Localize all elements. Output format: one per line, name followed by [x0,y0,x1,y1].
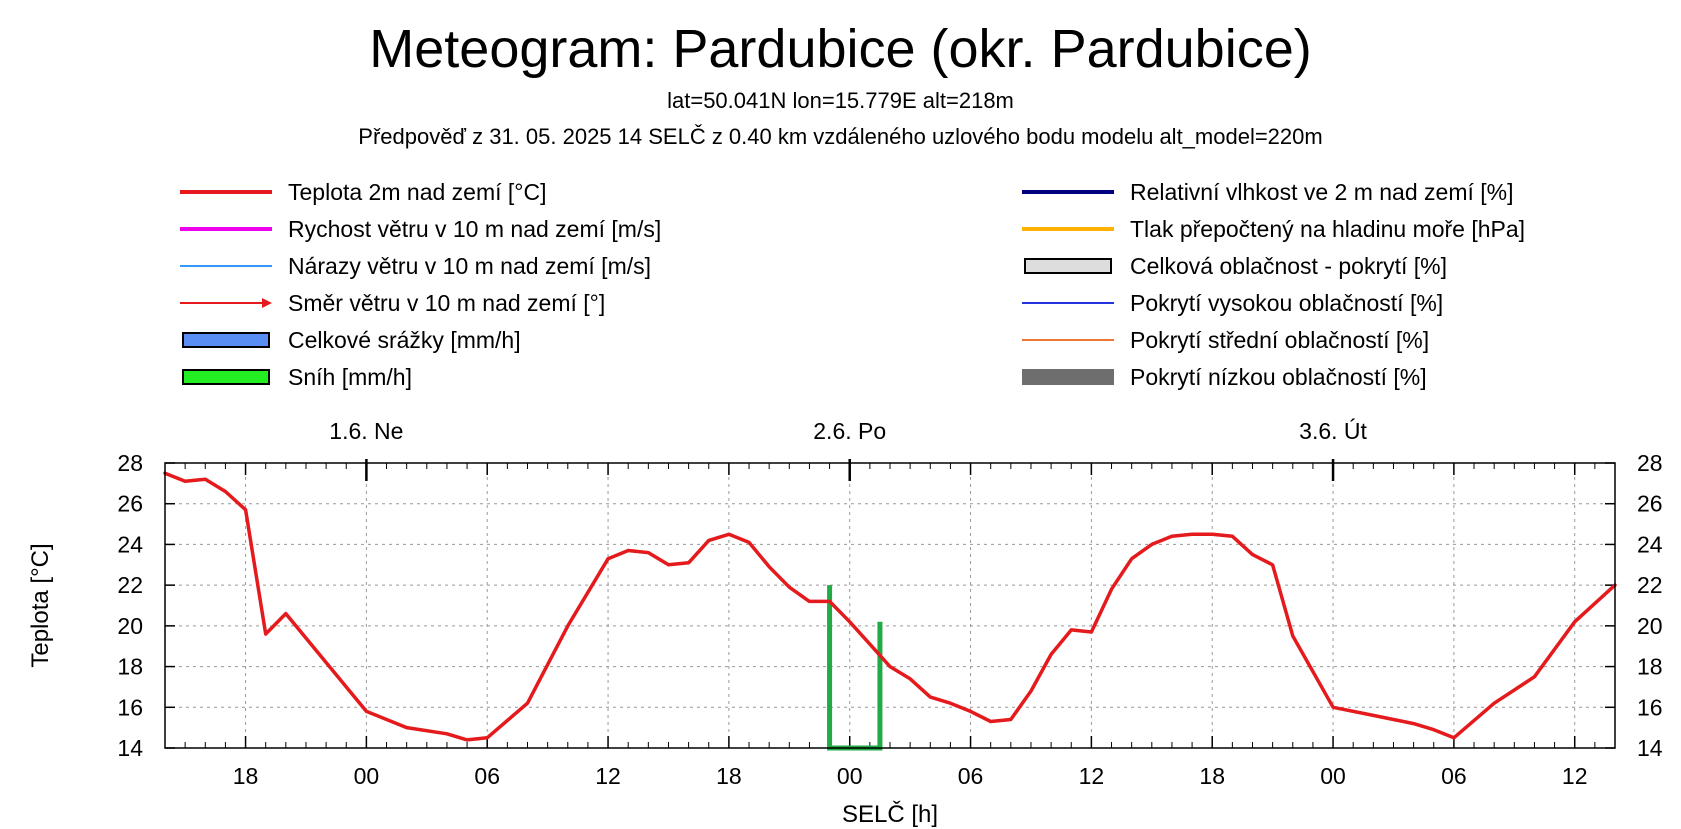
y-tick-label: 24 [117,531,143,557]
legend-label: Tlak přepočtený na hladinu moře [hPa] [1130,215,1526,242]
chart-title: Meteogram: Pardubice (okr. Pardubice) [369,19,1312,79]
y-tick-label: 28 [117,450,143,476]
x-tick-label: 00 [1320,763,1346,789]
y-tick-label: 22 [117,572,143,598]
legend-symbol [1022,176,1114,208]
x-tick-label: 06 [958,763,984,789]
legend-label: Celkové srážky [mm/h] [288,326,521,353]
x-tick-label: 18 [1199,763,1225,789]
plot-frame [164,462,1616,749]
y-tick-label: 20 [1637,613,1663,639]
legend-label: Celková oblačnost - pokrytí [%] [1130,252,1448,279]
legend-symbol [180,361,272,393]
x-tick-label: 06 [474,763,500,789]
legend-symbol [180,176,272,208]
legend-label: Relativní vlhkost ve 2 m nad zemí [%] [1130,178,1514,205]
y-tick-label: 14 [117,735,143,761]
day-label: 2.6. Po [813,418,886,444]
legend-symbol [1022,361,1114,393]
legend-item: Relativní vlhkost ve 2 m nad zemí [%] [1022,176,1514,208]
x-tick-label: 12 [1562,763,1588,789]
legend-item: Pokrytí střední oblačností [%] [1022,324,1429,356]
x-axis-label: SELČ [h] [842,800,938,828]
legend-label: Pokrytí nízkou oblačností [%] [1130,363,1427,390]
legend-item: Pokrytí vysokou oblačností [%] [1022,287,1443,319]
y-axis-label: Teplota [°C] [27,543,54,667]
legend-item: Celkové srážky [mm/h] [180,324,521,356]
legend-label: Rychost větru v 10 m nad zemí [m/s] [288,215,662,242]
legend-item: Tlak přepočtený na hladinu moře [hPa] [1022,213,1525,245]
y-tick-label: 26 [117,491,143,517]
y-tick-label: 16 [1637,694,1663,720]
legend-symbol [180,250,272,282]
legend-item: Sníh [mm/h] [180,361,412,393]
legend-item: Směr větru v 10 m nad zemí [°] [180,287,605,319]
y-tick-label: 18 [117,654,143,680]
forecast-info: Předpověď z 31. 05. 2025 14 SELČ z 0.40 … [358,124,1323,149]
legend-item: Teplota 2m nad zemí [°C] [180,176,546,208]
x-tick-label: 18 [233,763,259,789]
legend-label: Teplota 2m nad zemí [°C] [288,178,547,205]
day-label: 3.6. Út [1299,418,1367,444]
legend-label: Nárazy větru v 10 m nad zemí [m/s] [288,252,652,279]
y-tick-label: 26 [1637,491,1663,517]
y-tick-label: 16 [117,694,143,720]
x-tick-label: 18 [716,763,742,789]
day-label: 1.6. Ne [329,418,403,444]
legend-item: Nárazy větru v 10 m nad zemí [m/s] [180,250,651,282]
x-tick-label: 06 [1441,763,1467,789]
legend: Teplota 2m nad zemí [°C] Rychost větru v … [0,0,1681,400]
legend-symbol [1022,287,1114,319]
y-tick-label: 20 [117,613,143,639]
x-tick-label: 00 [837,763,863,789]
y-tick-label: 28 [1637,450,1663,476]
legend-symbol [1022,213,1114,245]
legend-label: Pokrytí vysokou oblačností [%] [1130,289,1444,316]
x-tick-label: 12 [1079,763,1105,789]
legend-symbol [180,287,272,319]
legend-item: Rychost větru v 10 m nad zemí [m/s] [180,213,661,245]
legend-symbol [1022,250,1114,282]
y-tick-label: 18 [1637,654,1663,680]
legend-label: Pokrytí střední oblačností [%] [1130,326,1430,353]
legend-symbol [1022,324,1114,356]
plot-area [165,463,1615,748]
legend-label: Sníh [mm/h] [288,363,412,390]
location-info: lat=50.041N lon=15.779E alt=218m [667,88,1014,113]
legend-item: Pokrytí nízkou oblačností [%] [1022,361,1427,393]
x-tick-label: 00 [354,763,380,789]
legend-symbol [180,324,272,356]
temperature-line [163,471,1617,742]
x-tick-label: 12 [595,763,621,789]
y-tick-label: 14 [1637,735,1663,761]
legend-symbol [180,213,272,245]
legend-label: Směr větru v 10 m nad zemí [°] [288,289,606,316]
y-tick-label: 24 [1637,531,1663,557]
legend-item: Celková oblačnost - pokrytí [%] [1022,250,1447,282]
y-tick-label: 22 [1637,572,1663,598]
